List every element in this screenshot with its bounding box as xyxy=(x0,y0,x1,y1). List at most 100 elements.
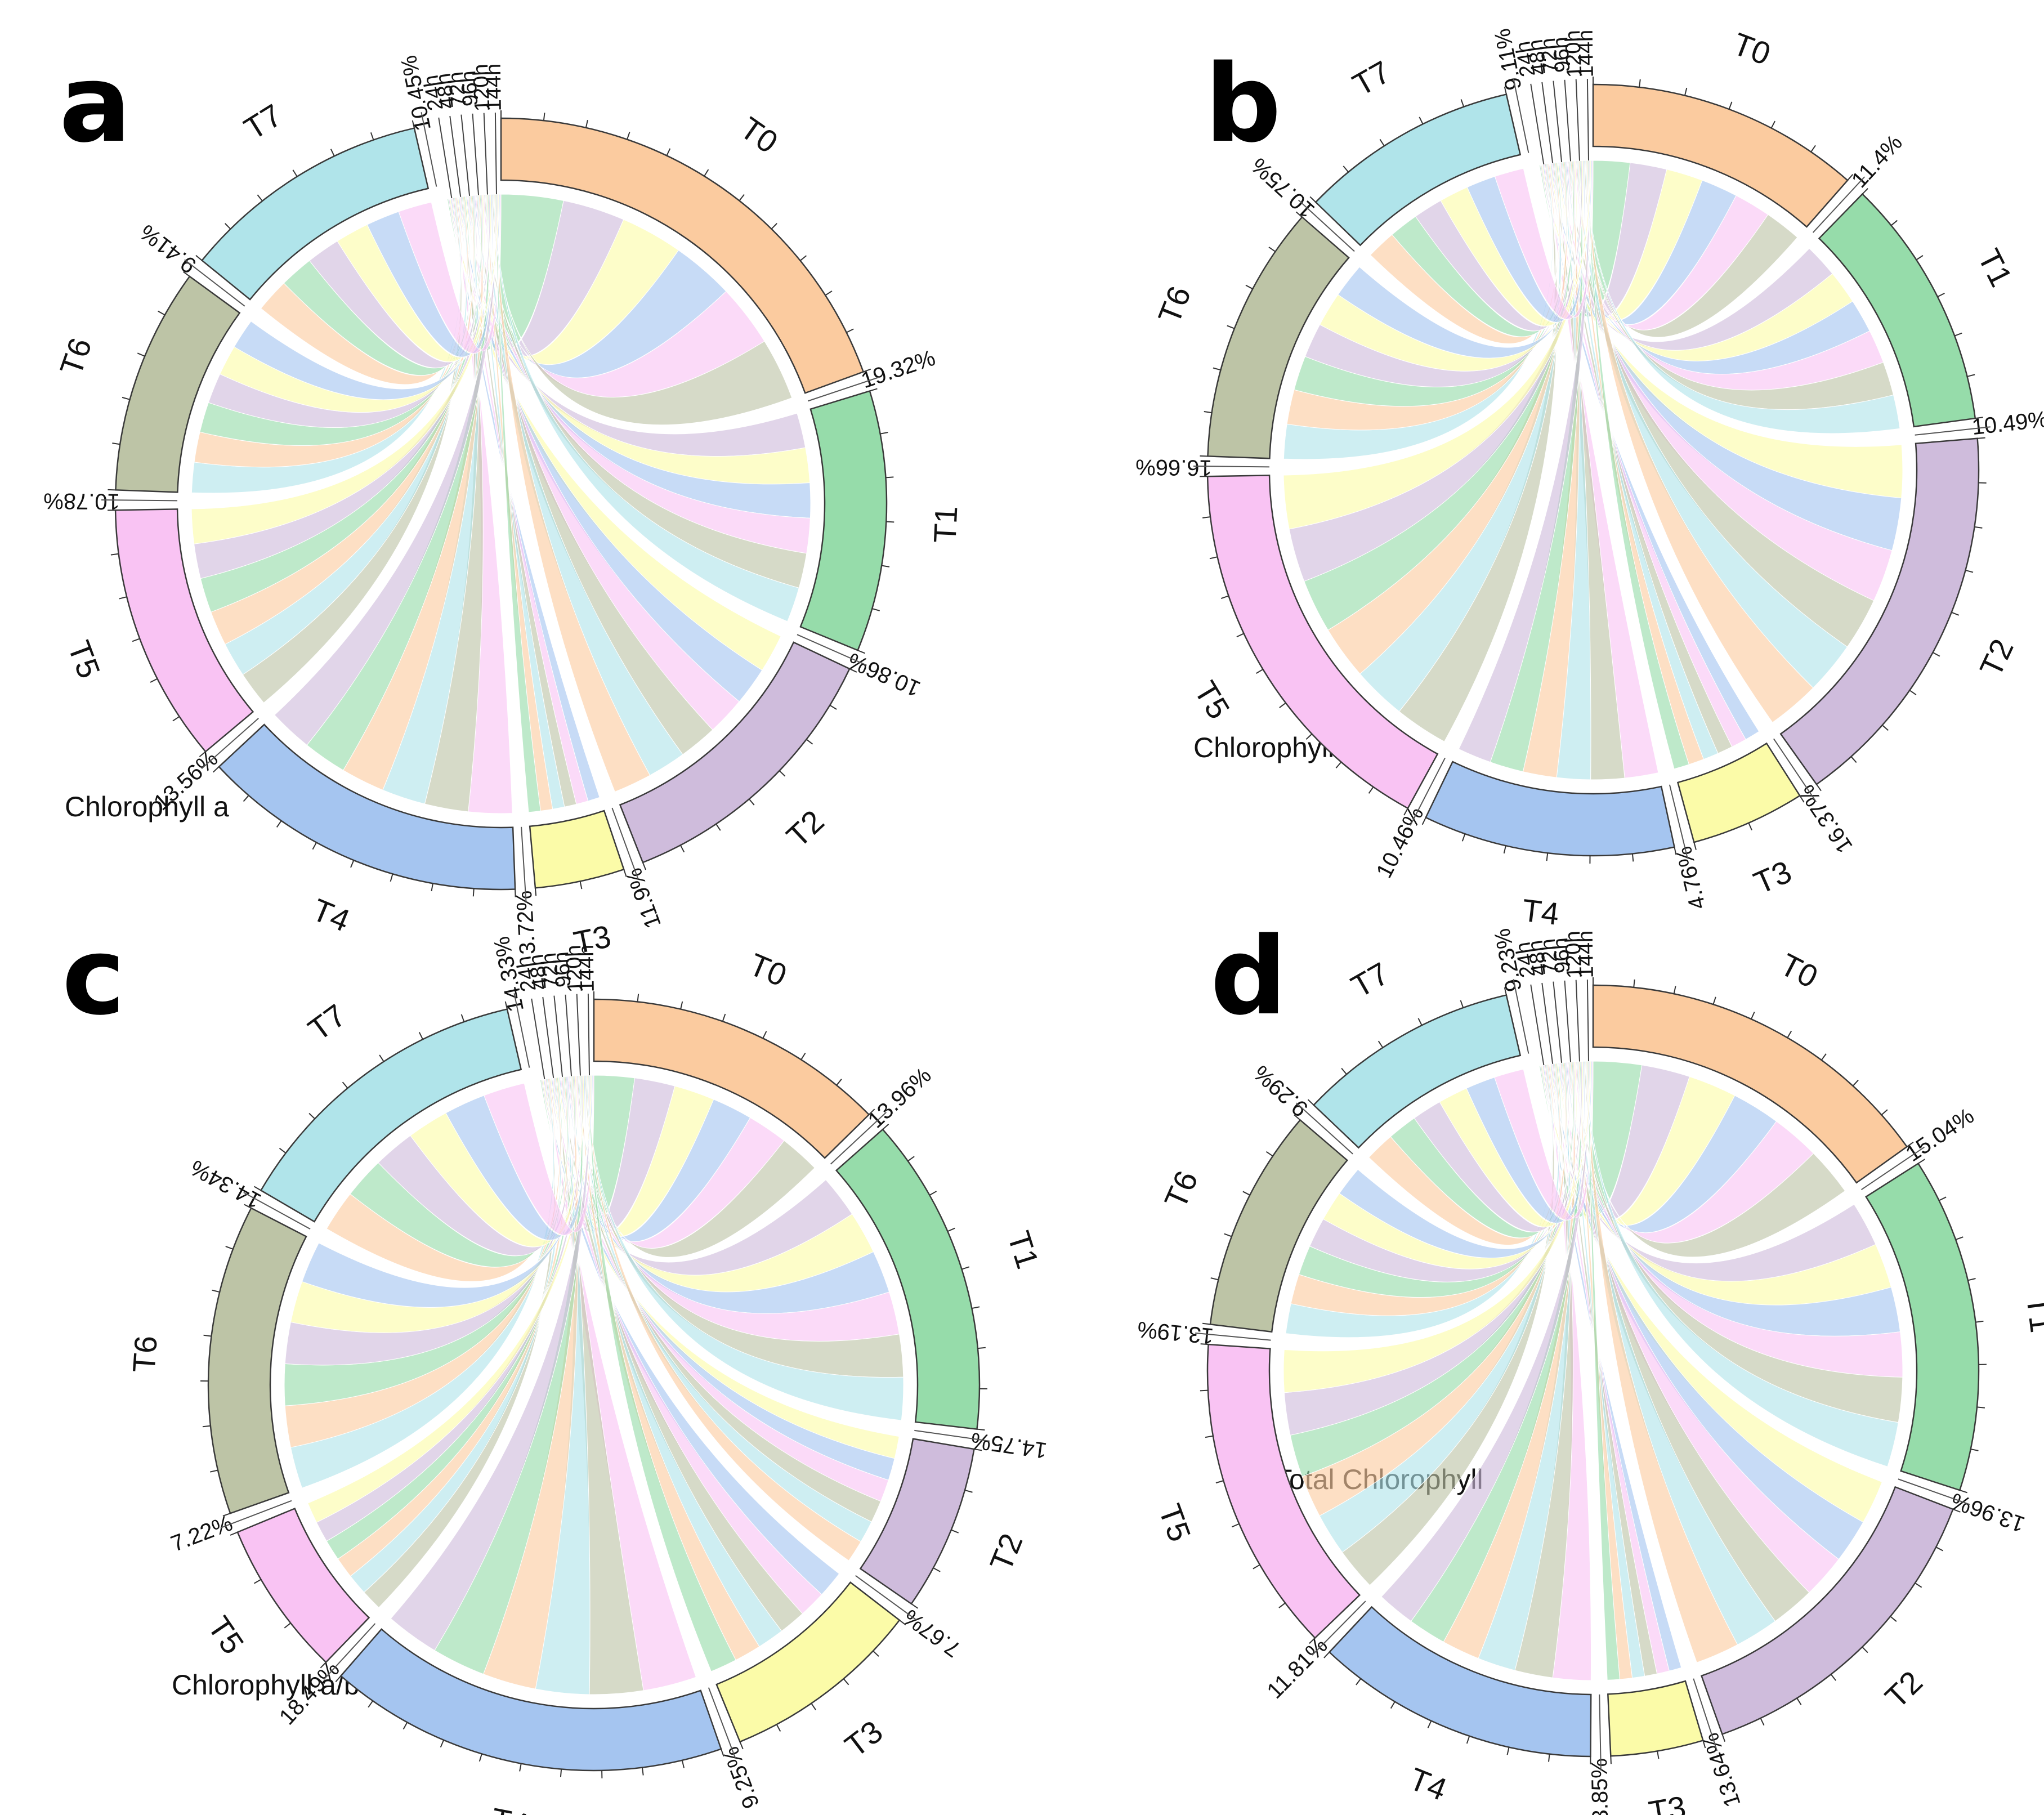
axis-tick xyxy=(1967,374,1975,377)
axis-tick xyxy=(863,368,871,373)
group-arc-T1 xyxy=(835,1128,981,1430)
axis-tick xyxy=(1390,1701,1396,1709)
axis-tick xyxy=(1967,1278,1976,1281)
percent-label: 10.49% xyxy=(1971,407,2044,440)
time-label: 24h xyxy=(512,954,541,993)
axis-tick xyxy=(472,888,475,897)
time-label: 96h xyxy=(457,70,482,107)
percent-tick xyxy=(1773,738,1817,802)
percent-label: 10.46% xyxy=(1372,803,1429,882)
axis-tick xyxy=(402,1722,408,1730)
axis-tick xyxy=(1862,1646,1868,1653)
axis-tick xyxy=(284,1622,291,1629)
axis-tick xyxy=(704,169,709,177)
group-arc-T7 xyxy=(1314,93,1522,247)
axis-tick xyxy=(1939,1196,1947,1201)
ribbon-T5-144h xyxy=(1283,160,1591,530)
axis-tick xyxy=(519,1763,522,1772)
axis-tick xyxy=(1748,822,1752,830)
axis-tick xyxy=(418,1032,423,1040)
group-arc-T3 xyxy=(715,1581,901,1743)
group-label: T0 xyxy=(1775,946,1824,995)
axis-tick xyxy=(1460,1000,1464,1008)
axis-tick xyxy=(1200,455,1208,457)
percent-label: 3.85% xyxy=(1587,1758,1613,1815)
axis-tick xyxy=(721,1749,724,1757)
percent-label: 19.32% xyxy=(858,346,938,394)
time-sector-48h xyxy=(1541,982,1554,1064)
ribbon-T7-144h xyxy=(1494,160,1594,320)
group-label: T6 xyxy=(126,1335,164,1374)
percent-label: 10.75% xyxy=(1246,153,1320,222)
percent-tick xyxy=(830,1112,887,1165)
axis-tick xyxy=(1975,1320,1984,1323)
percent-tick xyxy=(1296,1102,1353,1155)
time-sector-96h xyxy=(565,994,573,1076)
group-label: T4 xyxy=(1520,892,1561,932)
axis-tick xyxy=(637,994,639,1002)
axis-tick xyxy=(972,1306,980,1309)
axis-tick xyxy=(1852,1079,1859,1087)
axis-tick xyxy=(933,1567,941,1572)
axis-tick xyxy=(1504,987,1507,995)
axis-tick xyxy=(1909,690,1917,695)
group-label: T0 xyxy=(744,946,792,993)
percent-label: 7.67% xyxy=(899,1604,965,1662)
axis-tick xyxy=(1975,417,1983,419)
group-label: T4 xyxy=(307,892,355,938)
panel-letter: a xyxy=(59,42,131,166)
group-label: T3 xyxy=(571,918,614,960)
axis-tick xyxy=(370,132,374,140)
time-sector-144h xyxy=(1586,79,1590,161)
ribbon-T4-144h xyxy=(1381,1061,1590,1622)
axis-tick xyxy=(722,1013,726,1022)
axis-tick xyxy=(158,310,166,316)
group-label: T1 xyxy=(927,505,964,543)
group-arc-T5 xyxy=(236,1507,370,1664)
axis-tick xyxy=(899,1620,906,1626)
axis-tick xyxy=(1419,117,1424,124)
group-arc-T7 xyxy=(1312,994,1522,1149)
ribbon-T2-144h xyxy=(587,1075,861,1561)
group-label: T0 xyxy=(1728,26,1775,72)
axis-tick xyxy=(431,883,433,892)
percent-label: 11.81% xyxy=(1262,1633,1332,1704)
axis-tick xyxy=(961,1266,970,1270)
group-arc-T5 xyxy=(114,508,254,753)
time-sector-120h xyxy=(483,113,489,195)
time-sector-48h xyxy=(542,996,554,1078)
axis-tick xyxy=(1210,1277,1219,1281)
group-arc-T3 xyxy=(1676,742,1801,843)
group-arc-T1 xyxy=(1865,1162,1980,1491)
axis-tick xyxy=(1421,817,1426,825)
axis-tick xyxy=(843,1678,849,1686)
axis-tick xyxy=(873,1650,879,1657)
group-arc-T3 xyxy=(529,810,625,889)
axis-tick xyxy=(947,1227,955,1232)
axis-tick xyxy=(1702,1740,1706,1749)
time-sector-120h xyxy=(1575,980,1581,1062)
axis-tick xyxy=(350,860,355,868)
time-label: 24h xyxy=(1511,940,1540,979)
percent-tick xyxy=(807,376,880,402)
ribbons xyxy=(1283,160,1903,780)
ribbon-T4-144h xyxy=(274,194,498,746)
axis-tick xyxy=(1335,762,1342,768)
axis-tick xyxy=(681,1760,685,1768)
axis-tick xyxy=(1546,853,1549,861)
axis-tick xyxy=(1242,1191,1250,1196)
axis-tick xyxy=(1955,1236,1964,1240)
axis-tick xyxy=(857,650,866,654)
percent-tick xyxy=(513,993,530,1068)
axis-tick xyxy=(440,1740,445,1748)
time-sector-24h xyxy=(1530,984,1545,1066)
axis-tick xyxy=(776,1724,781,1732)
axis-tick xyxy=(799,255,807,261)
axis-tick xyxy=(1906,1141,1914,1147)
axis-tick xyxy=(243,795,249,802)
time-sector-24h xyxy=(531,998,545,1080)
axis-tick xyxy=(1268,247,1276,252)
time-sector-144h xyxy=(587,994,591,1076)
axis-tick xyxy=(1970,1449,1979,1451)
axis-tick xyxy=(1341,1067,1347,1075)
